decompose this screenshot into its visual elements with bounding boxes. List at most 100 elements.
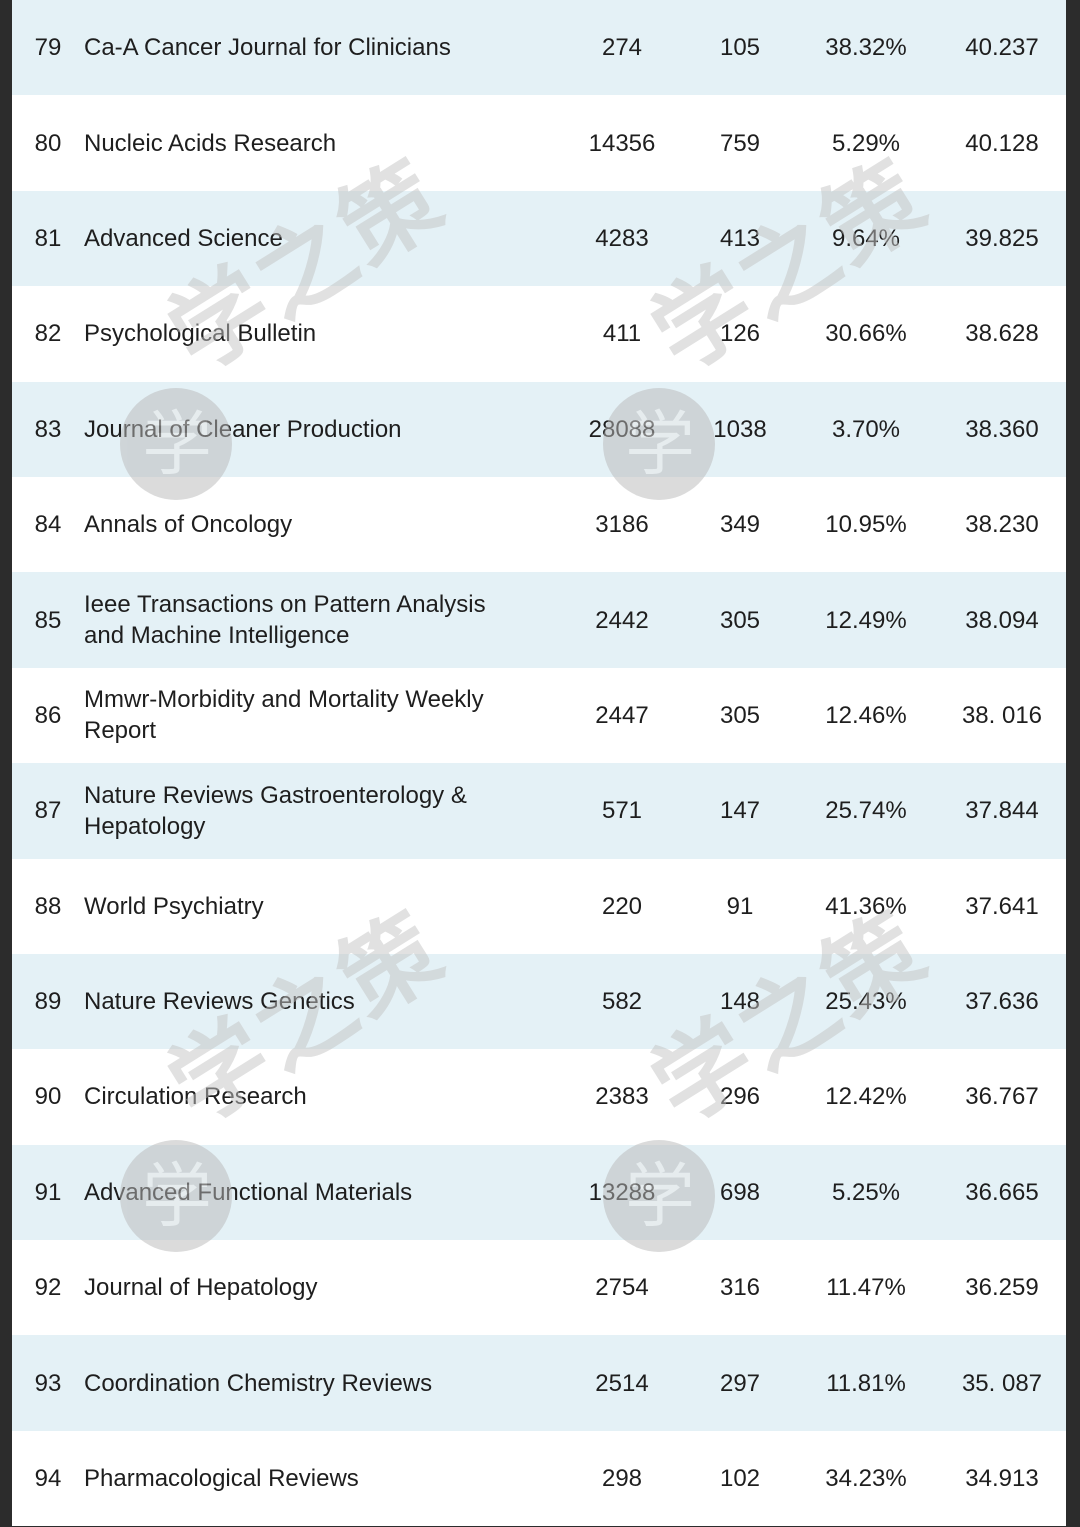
rank-cell: 94 [34,1465,62,1493]
journal-name-line: Report [84,717,157,745]
journal-name-line: and Machine Intelligence [84,622,350,650]
percent-cell: 41.36% [825,892,907,920]
table-row: 87 Nature Reviews Gastroenterology & Hepat… [12,763,1066,859]
count-cell: 316 [719,1274,761,1302]
total-cell: 274 [601,34,643,62]
journal-name-line: Nature Reviews Gastroenterology & [84,781,467,809]
journal-name-line: World Psychiatry [84,892,264,920]
percent-cell: 9.64% [831,224,901,252]
count-cell: 305 [719,701,761,729]
percent-cell: 11.47% [826,1274,906,1302]
impact-cell: 37.641 [965,892,1039,920]
percent-cell: 3.70% [831,415,901,443]
table-row: 81 Advanced Science 4283 413 9.64% 39.825 [12,190,1066,287]
table-row: 93 Coordination Chemistry Reviews 2514 297 1… [12,1335,1066,1431]
table-row: 91 Advanced Functional Materials 13288 698 5… [12,1144,1066,1241]
journal-name-cell: Ca-A Cancer Journal for Clinicians [84,32,554,63]
journal-name-line: Advanced Functional Materials [84,1178,413,1206]
journal-name-cell: Advanced Functional Materials [84,1177,554,1208]
table-row: 83 Journal of Cleaner Production 28088 1038… [12,381,1066,477]
total-cell: 2514 [595,1369,649,1397]
count-cell: 759 [719,129,761,157]
journal-name-line: Ca-A Cancer Journal for Clinicians [84,34,451,62]
journal-name-line: Journal of Cleaner Production [84,415,402,443]
total-cell: 2754 [595,1274,649,1302]
count-cell: 413 [719,224,761,252]
impact-cell: 35. 087 [961,1369,1043,1397]
count-cell: 297 [719,1369,761,1397]
journal-name-cell: Pharmacological Reviews [84,1463,554,1494]
count-cell: 147 [719,797,761,825]
table-row: 90 Circulation Research 2383 296 12.42% 36.76… [12,1049,1066,1145]
rank-cell: 83 [34,415,62,443]
journal-name-cell: Coordination Chemistry Reviews [84,1368,554,1399]
impact-cell: 38.230 [965,511,1039,539]
impact-cell: 37.636 [965,988,1039,1016]
journal-name-cell: Mmwr-Morbidity and Mortality Weekly Repor… [84,684,554,746]
percent-cell: 12.42% [825,1083,907,1111]
count-cell: 126 [719,320,761,348]
journal-name-cell: Nature Reviews Gastroenterology & Hepatol… [84,780,554,842]
journal-name-cell: World Psychiatry [84,891,554,922]
rank-cell: 84 [34,511,62,539]
journal-name-cell: Journal of Hepatology [84,1272,554,1303]
table-row: 85 Ieee Transactions on Pattern Analysis a… [12,572,1066,668]
percent-cell: 12.46% [825,701,907,729]
journal-name-line: Mmwr-Morbidity and Mortality Weekly [84,686,484,714]
total-cell: 298 [601,1465,643,1493]
percent-cell: 11.81% [826,1369,906,1397]
journal-name-cell: Advanced Science [84,223,554,254]
total-cell: 28088 [588,415,656,443]
journal-name-line: Psychological Bulletin [84,320,317,348]
table-row: 92 Journal of Hepatology 2754 316 11.47% 36.2… [12,1240,1066,1336]
total-cell: 4283 [595,224,649,252]
journal-name-line: Advanced Science [84,224,283,252]
impact-cell: 40.237 [965,34,1039,62]
table-row: 79 Ca-A Cancer Journal for Clinicians 274 1… [12,0,1066,96]
impact-cell: 34.913 [965,1465,1039,1493]
rank-cell: 81 [34,224,62,252]
percent-cell: 25.43% [825,988,907,1016]
rank-cell: 88 [34,892,62,920]
total-cell: 3186 [595,511,649,539]
count-cell: 148 [719,988,761,1016]
count-cell: 698 [719,1178,761,1206]
percent-cell: 12.49% [825,606,907,634]
journal-name-line: Annals of Oncology [84,511,293,539]
total-cell: 571 [601,797,643,825]
rank-cell: 85 [34,606,62,634]
total-cell: 14356 [588,129,656,157]
percent-cell: 5.25% [831,1178,901,1206]
table-row: 94 Pharmacological Reviews 298 102 34.23% 34.… [12,1430,1066,1527]
impact-cell: 39.825 [965,224,1039,252]
total-cell: 2442 [595,606,649,634]
total-cell: 2383 [595,1083,649,1111]
count-cell: 91 [726,892,754,920]
rank-cell: 86 [34,701,62,729]
journal-name-cell: Journal of Cleaner Production [84,414,554,445]
rank-cell: 80 [34,129,62,157]
rank-cell: 89 [34,988,62,1016]
count-cell: 105 [719,34,761,62]
journal-name-line: Nature Reviews Genetics [84,988,355,1016]
journal-name-cell: Circulation Research [84,1081,554,1112]
rank-cell: 92 [34,1274,62,1302]
count-cell: 349 [719,511,761,539]
rank-cell: 90 [34,1083,62,1111]
impact-cell: 38.094 [965,606,1039,634]
count-cell: 1038 [713,415,767,443]
table-row: 80 Nucleic Acids Research 14356 759 5.29% 40.… [12,95,1066,191]
rank-cell: 79 [34,34,62,62]
table-row: 82 Psychological Bulletin 411 126 30.66% 38.6… [12,286,1066,382]
impact-cell: 38.628 [965,320,1039,348]
journal-name-line: Ieee Transactions on Pattern Analysis [84,591,486,619]
impact-cell: 38.360 [965,415,1039,443]
journal-name-cell: Annals of Oncology [84,509,554,540]
journal-name-line: Hepatology [84,812,206,840]
total-cell: 411 [602,320,642,348]
journal-name-line: Pharmacological Reviews [84,1465,359,1493]
rank-cell: 91 [34,1178,62,1206]
count-cell: 102 [719,1465,761,1493]
impact-cell: 36.665 [965,1178,1039,1206]
